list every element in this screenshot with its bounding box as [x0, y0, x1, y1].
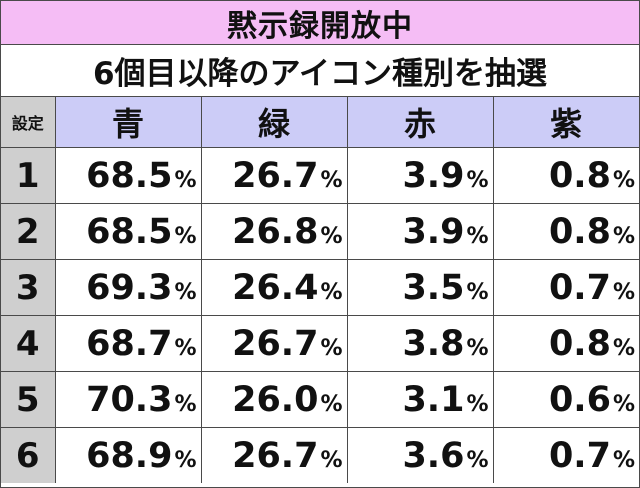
- percent-unit: %: [320, 447, 343, 473]
- percent-unit: %: [612, 279, 635, 305]
- probability-value: 26.4: [232, 267, 319, 308]
- probability-value: 26.8: [232, 211, 319, 252]
- value-cell-purple: 0.8%: [492, 315, 639, 372]
- percent-unit: %: [612, 223, 635, 249]
- value-cell-purple: 0.6%: [492, 371, 639, 428]
- probability-value: 26.7: [232, 323, 319, 364]
- percent-unit: %: [174, 335, 197, 361]
- value-cell-blue: 68.7%: [54, 315, 202, 372]
- table-header-row: 設定 青 緑 赤 紫: [1, 97, 639, 148]
- column-header-purple: 紫: [492, 97, 639, 148]
- table-row: 1 68.5% 26.7% 3.9% 0.8%: [1, 147, 639, 204]
- probability-value: 70.3: [86, 379, 173, 420]
- percent-unit: %: [174, 391, 197, 417]
- probability-value: 0.8: [548, 211, 611, 252]
- value-cell-green: 26.7%: [200, 147, 348, 204]
- probability-value: 0.7: [548, 267, 611, 308]
- table-row: 5 70.3% 26.0% 3.1% 0.6%: [1, 371, 639, 428]
- probability-value: 3.5: [402, 267, 465, 308]
- table-row: 4 68.7% 26.7% 3.8% 0.8%: [1, 315, 639, 372]
- probability-value: 68.7: [86, 323, 173, 364]
- value-cell-red: 3.5%: [346, 259, 494, 316]
- value-cell-green: 26.0%: [200, 371, 348, 428]
- setting-cell: 4: [1, 315, 56, 372]
- value-cell-blue: 68.5%: [54, 203, 202, 260]
- percent-unit: %: [174, 223, 197, 249]
- value-cell-green: 26.7%: [200, 427, 348, 483]
- value-cell-red: 3.6%: [346, 427, 494, 483]
- percent-unit: %: [466, 391, 489, 417]
- value-cell-red: 3.1%: [346, 371, 494, 428]
- percent-unit: %: [612, 335, 635, 361]
- setting-cell: 3: [1, 259, 56, 316]
- value-cell-red: 3.8%: [346, 315, 494, 372]
- setting-cell: 6: [1, 427, 56, 483]
- value-cell-purple: 0.8%: [492, 203, 639, 260]
- value-cell-blue: 70.3%: [54, 371, 202, 428]
- value-cell-blue: 69.3%: [54, 259, 202, 316]
- percent-unit: %: [612, 391, 635, 417]
- column-header-green: 緑: [200, 97, 348, 148]
- setting-cell: 5: [1, 371, 56, 428]
- setting-cell: 2: [1, 203, 56, 260]
- percent-unit: %: [466, 447, 489, 473]
- probability-value: 0.8: [548, 155, 611, 196]
- percent-unit: %: [320, 391, 343, 417]
- table-row: 6 68.9% 26.7% 3.6% 0.7%: [1, 427, 639, 483]
- percent-unit: %: [320, 279, 343, 305]
- page-subtitle: 6個目以降のアイコン種別を抽選: [1, 45, 639, 97]
- probability-value: 69.3: [86, 267, 173, 308]
- probability-value: 26.7: [232, 155, 319, 196]
- probability-value: 3.8: [402, 323, 465, 364]
- probability-value: 68.5: [86, 155, 173, 196]
- probability-value: 68.5: [86, 211, 173, 252]
- setting-cell: 1: [1, 147, 56, 204]
- value-cell-red: 3.9%: [346, 203, 494, 260]
- value-cell-red: 3.9%: [346, 147, 494, 204]
- page-title: 黙示録開放中: [1, 1, 639, 45]
- probability-value: 26.7: [232, 435, 319, 476]
- percent-unit: %: [320, 167, 343, 193]
- probability-value: 3.9: [402, 211, 465, 252]
- probability-value: 0.7: [548, 435, 611, 476]
- table-row: 3 69.3% 26.4% 3.5% 0.7%: [1, 259, 639, 316]
- probability-value: 26.0: [232, 379, 319, 420]
- value-cell-purple: 0.7%: [492, 427, 639, 483]
- value-cell-blue: 68.9%: [54, 427, 202, 483]
- value-cell-purple: 0.7%: [492, 259, 639, 316]
- percent-unit: %: [466, 279, 489, 305]
- percent-unit: %: [466, 335, 489, 361]
- probability-value: 3.1: [402, 379, 465, 420]
- column-header-red: 赤: [346, 97, 494, 148]
- percent-unit: %: [174, 279, 197, 305]
- probability-value: 3.9: [402, 155, 465, 196]
- percent-unit: %: [174, 167, 197, 193]
- probability-value: 68.9: [86, 435, 173, 476]
- probability-value: 0.6: [548, 379, 611, 420]
- percent-unit: %: [174, 447, 197, 473]
- percent-unit: %: [612, 167, 635, 193]
- value-cell-blue: 68.5%: [54, 147, 202, 204]
- percent-unit: %: [612, 447, 635, 473]
- icon-probability-table: 設定 青 緑 赤 紫 1 68.5% 26.7% 3.9% 0.8% 2 68.5% 26.8…: [1, 97, 639, 483]
- percent-unit: %: [320, 223, 343, 249]
- percent-unit: %: [320, 335, 343, 361]
- value-cell-purple: 0.8%: [492, 147, 639, 204]
- value-cell-green: 26.8%: [200, 203, 348, 260]
- table-row: 2 68.5% 26.8% 3.9% 0.8%: [1, 203, 639, 260]
- percent-unit: %: [466, 223, 489, 249]
- probability-value: 3.6: [402, 435, 465, 476]
- value-cell-green: 26.7%: [200, 315, 348, 372]
- percent-unit: %: [466, 167, 489, 193]
- probability-value: 0.8: [548, 323, 611, 364]
- column-header-blue: 青: [54, 97, 202, 148]
- setting-column-header: 設定: [1, 97, 56, 148]
- value-cell-green: 26.4%: [200, 259, 348, 316]
